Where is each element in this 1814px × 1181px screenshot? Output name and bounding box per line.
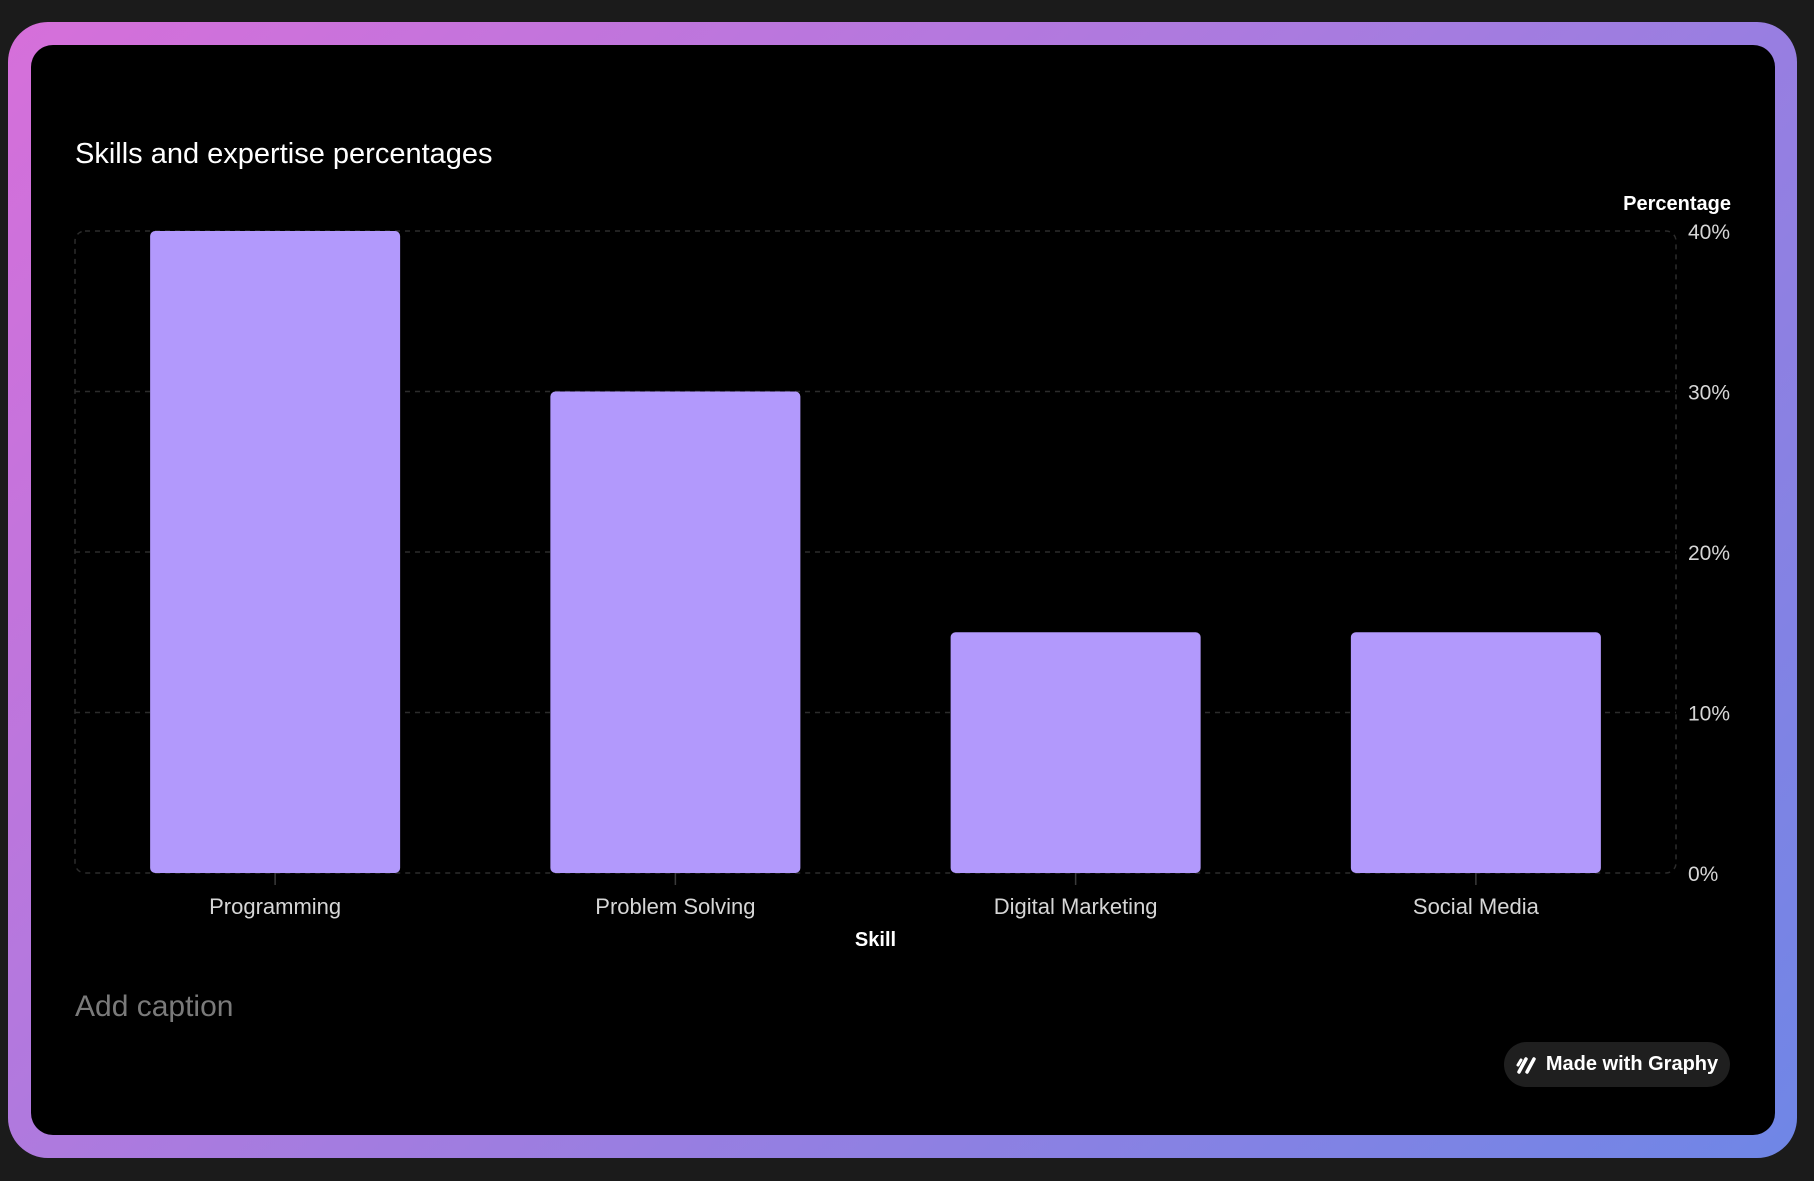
x-tick-label: Problem Solving xyxy=(595,894,755,919)
bar xyxy=(950,632,1201,873)
bar xyxy=(1350,632,1601,873)
bar xyxy=(150,231,401,873)
y-axis-title: Percentage xyxy=(1623,193,1731,215)
x-tick-label: Digital Marketing xyxy=(994,894,1158,919)
x-axis-title: Skill xyxy=(855,929,896,951)
y-tick-label: 0% xyxy=(1688,863,1718,886)
chart-title: Skills and expertise percentages xyxy=(75,138,493,170)
y-tick-label: 20% xyxy=(1688,542,1730,565)
graphy-logo-icon xyxy=(1516,1055,1538,1075)
badge-label: Made with Graphy xyxy=(1545,1053,1719,1075)
y-tick-label: 30% xyxy=(1688,382,1730,405)
bar xyxy=(550,391,801,873)
x-tick-label: Social Media xyxy=(1413,894,1540,919)
add-caption-field[interactable]: Add caption xyxy=(75,990,234,1023)
x-tick-label: Programming xyxy=(209,894,341,919)
made-with-graphy-badge[interactable]: Made with Graphy xyxy=(1504,1042,1730,1087)
y-tick-label: 40% xyxy=(1688,221,1730,244)
y-tick-label: 10% xyxy=(1688,703,1730,726)
